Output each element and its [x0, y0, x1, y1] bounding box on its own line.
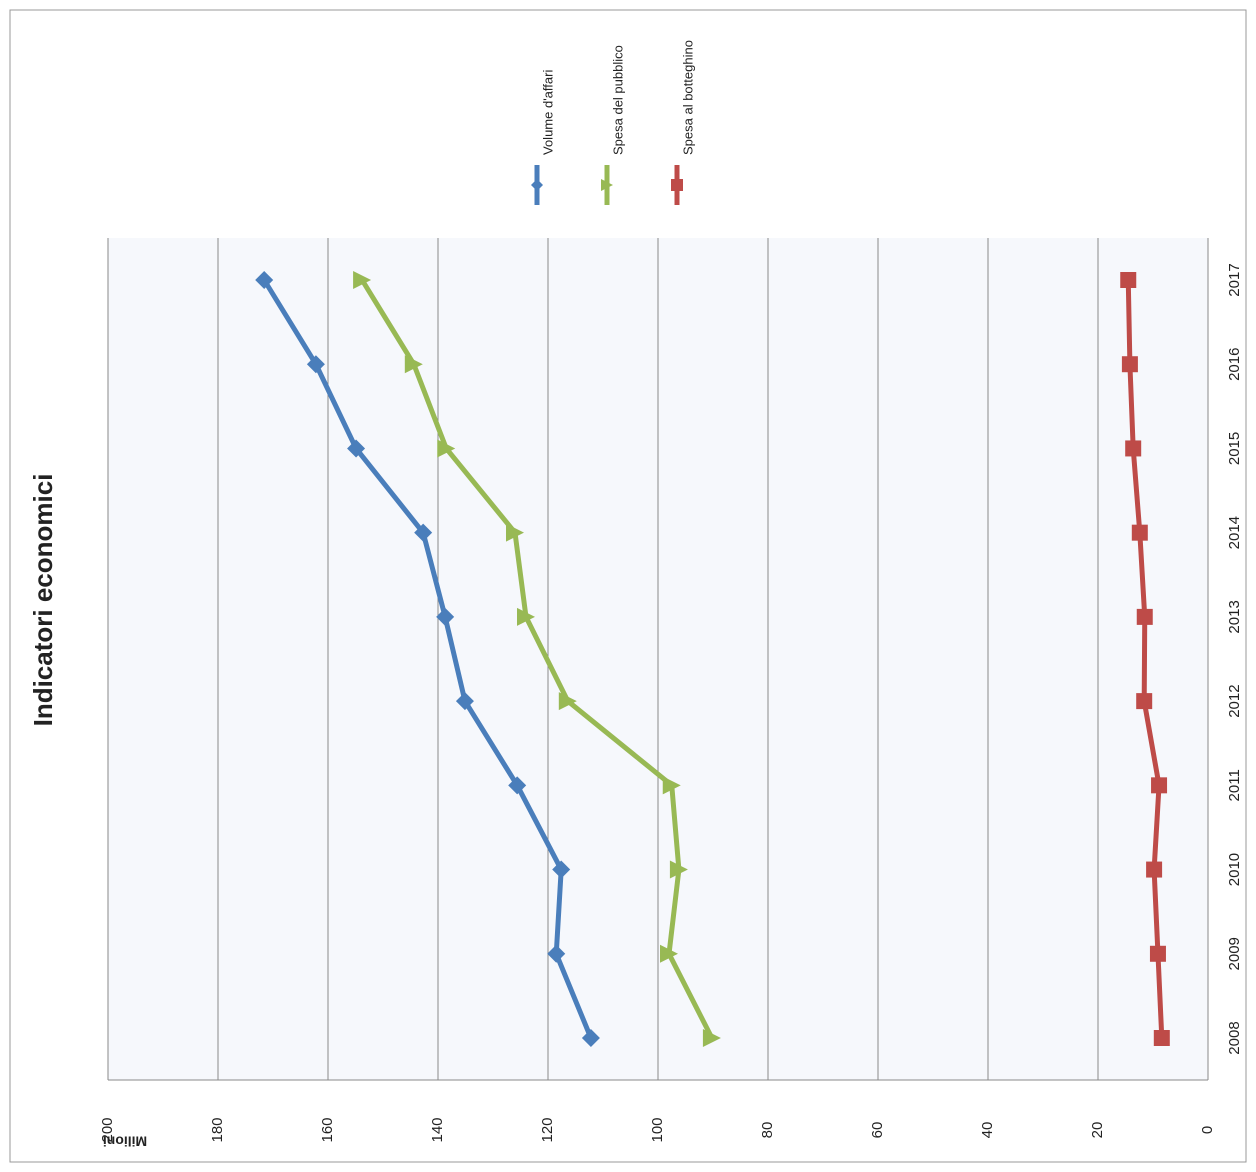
x-tick-label: 2014: [1226, 516, 1243, 549]
y-tick-label: 80: [759, 1122, 776, 1139]
data-point: [1120, 272, 1137, 288]
data-point: [306, 355, 325, 374]
x-tick-label: 2015: [1226, 432, 1243, 465]
y-tick-label: 140: [429, 1117, 446, 1142]
data-point: [255, 271, 274, 289]
legend-marker: [531, 179, 543, 191]
data-point: [1131, 524, 1148, 541]
data-point: [1121, 356, 1138, 373]
data-point: [662, 776, 681, 795]
data-point: [552, 860, 571, 879]
x-tick-label: 2013: [1226, 600, 1243, 633]
data-point: [353, 271, 372, 289]
chart-title: Indicatori economici: [28, 474, 58, 727]
data-point: [414, 523, 433, 542]
data-point: [1146, 861, 1163, 878]
series-line: [359, 278, 715, 1040]
data-point: [1153, 1030, 1170, 1046]
y-tick-label: 60: [869, 1122, 886, 1139]
data-point: [1136, 608, 1153, 625]
data-point: [581, 1029, 600, 1047]
data-point: [660, 944, 678, 963]
data-point: [517, 607, 535, 626]
data-point: [436, 607, 455, 626]
y-tick-label: 180: [209, 1117, 226, 1142]
y-tick-label: 120: [539, 1117, 556, 1142]
y-tick-label: 0: [1199, 1126, 1216, 1134]
x-tick-label: 2009: [1226, 937, 1243, 970]
x-tick-label: 2008: [1226, 1021, 1243, 1054]
data-point: [1136, 693, 1153, 710]
series-line: [262, 278, 594, 1039]
data-point: [455, 692, 474, 711]
x-tick-label: 2017: [1226, 263, 1243, 296]
legend-marker: [671, 179, 683, 191]
y-tick-label: 40: [979, 1122, 996, 1139]
y-tick-label: 20: [1089, 1122, 1106, 1139]
data-point: [1125, 440, 1142, 457]
x-tick-label: 2010: [1226, 853, 1243, 886]
data-point: [506, 523, 524, 542]
data-point: [437, 439, 456, 458]
legend-marker: [601, 179, 613, 191]
data-point: [702, 1029, 721, 1047]
data-point: [1149, 945, 1166, 962]
data-point: [508, 776, 527, 795]
data-point: [404, 355, 423, 374]
x-tick-label: 2012: [1226, 684, 1243, 717]
x-tick-label: 2011: [1226, 769, 1243, 801]
data-point: [1151, 777, 1168, 794]
data-point: [669, 860, 688, 879]
y-tick-label: 160: [319, 1117, 336, 1142]
data-point: [547, 944, 566, 963]
y-axis-label: Milioni: [103, 1133, 147, 1149]
legend-label: Spesa del pubblico: [610, 45, 625, 155]
data-point: [347, 439, 366, 458]
legend-label: Spesa al botteghino: [680, 40, 695, 155]
y-tick-label: 100: [649, 1117, 666, 1142]
data-point: [558, 692, 577, 711]
series-line: [1125, 279, 1165, 1039]
y-tick-label: 200: [99, 1117, 116, 1142]
x-tick-label: 2016: [1226, 348, 1243, 381]
legend-label: Volume d'affari: [540, 70, 555, 155]
